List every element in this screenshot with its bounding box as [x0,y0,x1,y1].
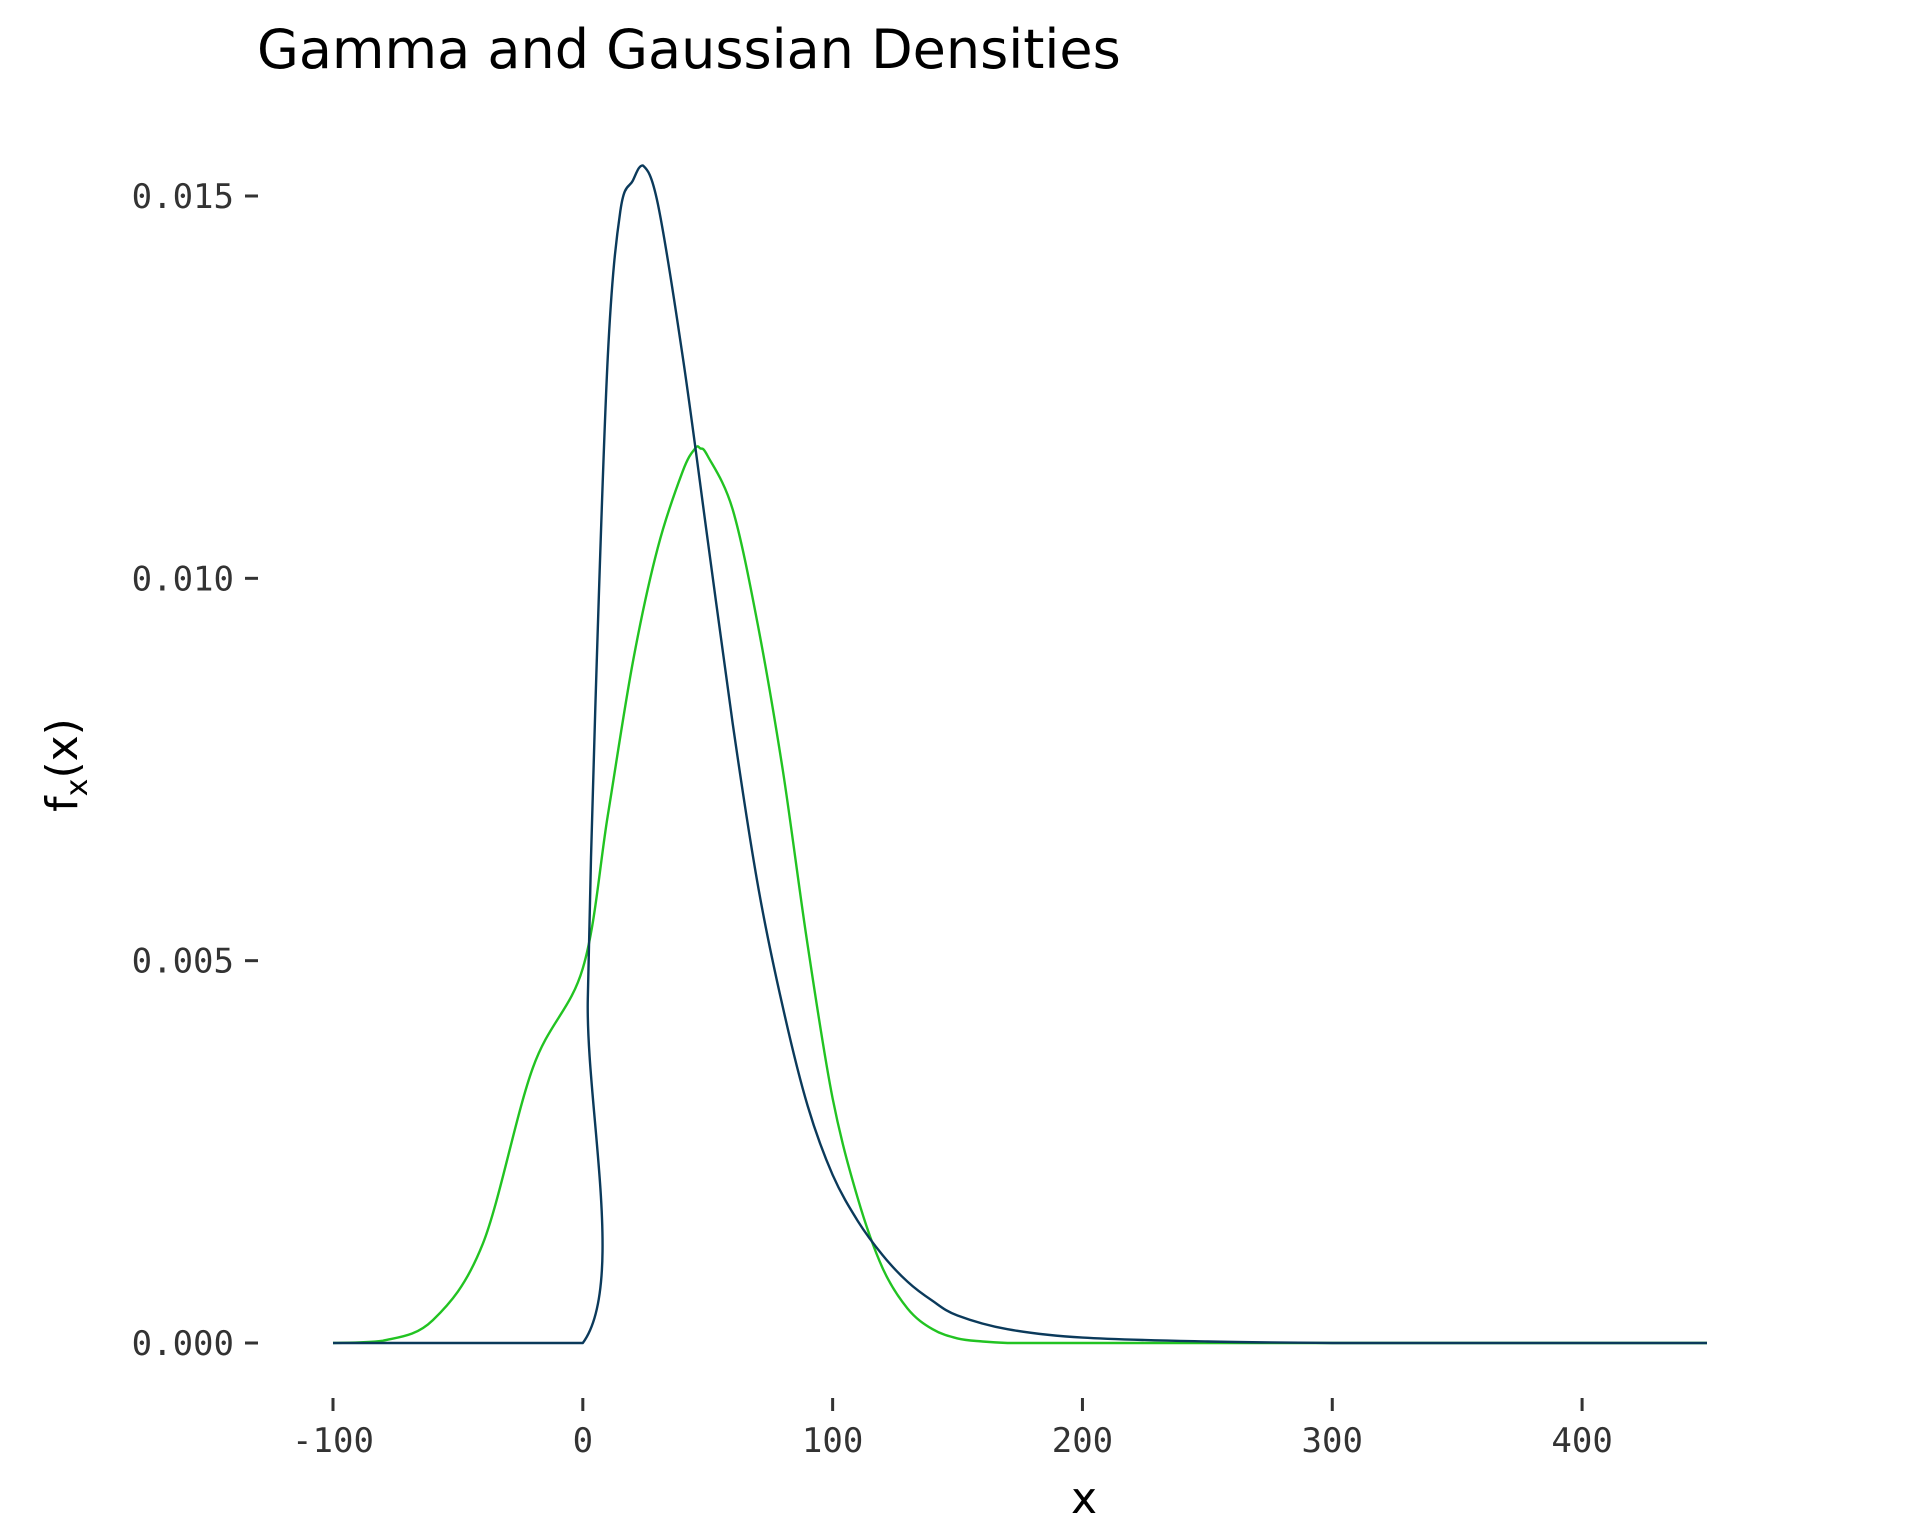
x-axis-title: x [1071,1473,1097,1524]
chart-title: Gamma and Gaussian Densities [257,18,1121,81]
x-tick-label: -100 [292,1421,374,1461]
x-tick-label: 200 [1052,1421,1113,1461]
series-layer [332,164,1707,1345]
x-tick-label: 0 [573,1421,593,1461]
y-axis-title-subscript: x [60,779,95,797]
x-tick-label: 100 [802,1421,863,1461]
x-axis: -100 0 100 200 300 400 [292,1398,1613,1461]
x-tick-label: 400 [1551,1421,1612,1461]
y-axis-title: fx(x) [37,718,95,812]
x-tick-label: 300 [1302,1421,1363,1461]
y-tick-label: 0.010 [132,559,234,599]
y-axis-title-main: f [37,795,88,812]
y-axis-title-tail: (x) [37,718,88,778]
y-tick-label: 0.005 [132,942,234,982]
gamma-density-line [333,164,1707,1345]
y-tick-label: 0.000 [132,1324,234,1364]
y-tick-label: 0.015 [132,177,234,217]
gaussian-density-line [332,445,1707,1345]
y-axis: 0.000 0.005 0.010 0.015 [132,177,258,1364]
